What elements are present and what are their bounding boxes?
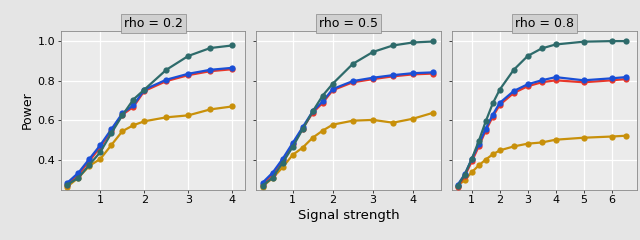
X-axis label: Signal strength: Signal strength bbox=[298, 209, 399, 222]
Title: rho = 0.8: rho = 0.8 bbox=[515, 17, 574, 30]
Y-axis label: Power: Power bbox=[20, 91, 33, 129]
Title: rho = 0.2: rho = 0.2 bbox=[124, 17, 182, 30]
Title: rho = 0.5: rho = 0.5 bbox=[319, 17, 378, 30]
